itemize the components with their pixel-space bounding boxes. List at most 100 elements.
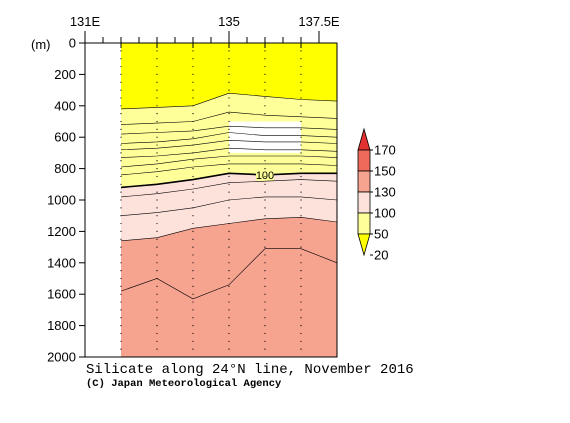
sample-dot — [264, 215, 266, 217]
fill-band-2 — [121, 173, 337, 241]
x-tick-label: 135 — [218, 14, 240, 29]
sample-dot — [192, 332, 194, 335]
sample-dot — [120, 136, 122, 138]
sample-dot — [156, 128, 158, 130]
sample-dot — [264, 191, 266, 193]
sample-dot — [156, 65, 158, 68]
sample-dot — [300, 246, 302, 248]
sample-dot — [228, 199, 230, 201]
sample-dot — [120, 207, 122, 209]
sample-dot — [120, 105, 122, 107]
sample-dot — [192, 65, 194, 68]
x-tick-label: 131E — [70, 14, 101, 29]
sample-dot — [264, 238, 266, 240]
sample-dot — [156, 105, 158, 107]
sample-dot — [120, 175, 122, 178]
y-axis: 0 200 400 600 800 1000 1200 1400 1600 1800 2000 — [47, 36, 85, 365]
sample-dot — [120, 348, 122, 350]
sample-dot — [120, 246, 122, 248]
sample-dot — [120, 58, 122, 60]
sample-dot — [192, 58, 194, 60]
sample-dot — [228, 293, 230, 295]
sample-dot — [264, 277, 266, 280]
sample-dot — [228, 152, 230, 154]
y-tick-label: 200 — [54, 67, 76, 82]
colorbar-label: 150 — [374, 164, 396, 179]
sample-dot — [264, 65, 266, 68]
sample-dot — [264, 230, 266, 232]
sample-dot — [264, 73, 266, 75]
contour-line-110 — [120, 179, 338, 198]
sample-dot — [300, 175, 302, 178]
sample-dot — [264, 175, 266, 178]
contour-line-90 — [120, 163, 338, 176]
sample-dot — [300, 340, 302, 342]
sample-dot — [300, 168, 302, 170]
sample-dot — [192, 325, 194, 327]
sample-dot — [156, 160, 158, 162]
contour-line-60 — [120, 139, 338, 151]
sample-dot — [156, 136, 158, 138]
sample-dot — [300, 230, 302, 232]
sample-dot — [228, 285, 230, 287]
sample-dot — [264, 58, 266, 60]
sample-dot — [228, 128, 230, 130]
y-tick-label: 1800 — [47, 318, 76, 333]
sample-dot — [192, 309, 194, 311]
x-axis: 131E 135 137.5E — [70, 14, 340, 48]
sample-dot — [228, 348, 230, 350]
sample-dot — [156, 254, 158, 256]
sample-dot — [264, 199, 266, 201]
contour-line-30 — [120, 111, 338, 125]
sample-dot — [120, 97, 122, 99]
sample-dot — [300, 89, 302, 91]
y-unit-label: (m) — [31, 37, 51, 52]
sample-dot — [156, 309, 158, 311]
sample-dot — [300, 309, 302, 311]
sample-dot — [156, 230, 158, 232]
sample-dot — [120, 89, 122, 91]
sample-dot — [264, 348, 266, 350]
sample-dot — [192, 168, 194, 170]
sample-dot — [300, 270, 302, 272]
colorbar-label: 170 — [374, 143, 396, 158]
sample-dot — [192, 222, 194, 225]
sample-dot — [120, 317, 122, 319]
sample-dot — [120, 285, 122, 287]
sample-dot — [192, 191, 194, 193]
sample-dot — [264, 160, 266, 162]
sample-dot — [300, 277, 302, 280]
sample-dot — [264, 246, 266, 248]
sample-dot — [228, 97, 230, 99]
sample-dot — [120, 215, 122, 217]
sample-dot — [156, 168, 158, 170]
y-tick-label: 1600 — [47, 287, 76, 302]
sample-dot — [264, 325, 266, 327]
colorbar-segment — [357, 191, 371, 214]
sample-dot — [192, 97, 194, 99]
sample-dot — [228, 50, 230, 52]
contour-line-50 — [120, 132, 338, 144]
sample-dot — [228, 262, 230, 264]
sample-dot — [300, 183, 302, 185]
sample-dot — [264, 285, 266, 287]
sample-dot — [228, 58, 230, 60]
sample-dot — [228, 89, 230, 91]
y-tick-label: 1400 — [47, 255, 76, 270]
sample-dot — [192, 152, 194, 154]
sample-dot — [192, 238, 194, 240]
contour-line-80 — [120, 155, 338, 168]
sample-dot — [156, 262, 158, 264]
sample-dot — [192, 160, 194, 162]
sample-dot — [264, 89, 266, 91]
sample-dot — [300, 332, 302, 335]
contour-line-70 — [120, 147, 338, 158]
colorbar-segment — [357, 233, 371, 257]
sample-dot — [120, 183, 122, 185]
sample-dot — [120, 120, 122, 123]
y-tick-label: 400 — [54, 98, 76, 113]
sample-dot — [228, 136, 230, 138]
sample-dot — [120, 309, 122, 311]
sample-dot — [192, 277, 194, 280]
station-sample-dots — [120, 50, 302, 350]
